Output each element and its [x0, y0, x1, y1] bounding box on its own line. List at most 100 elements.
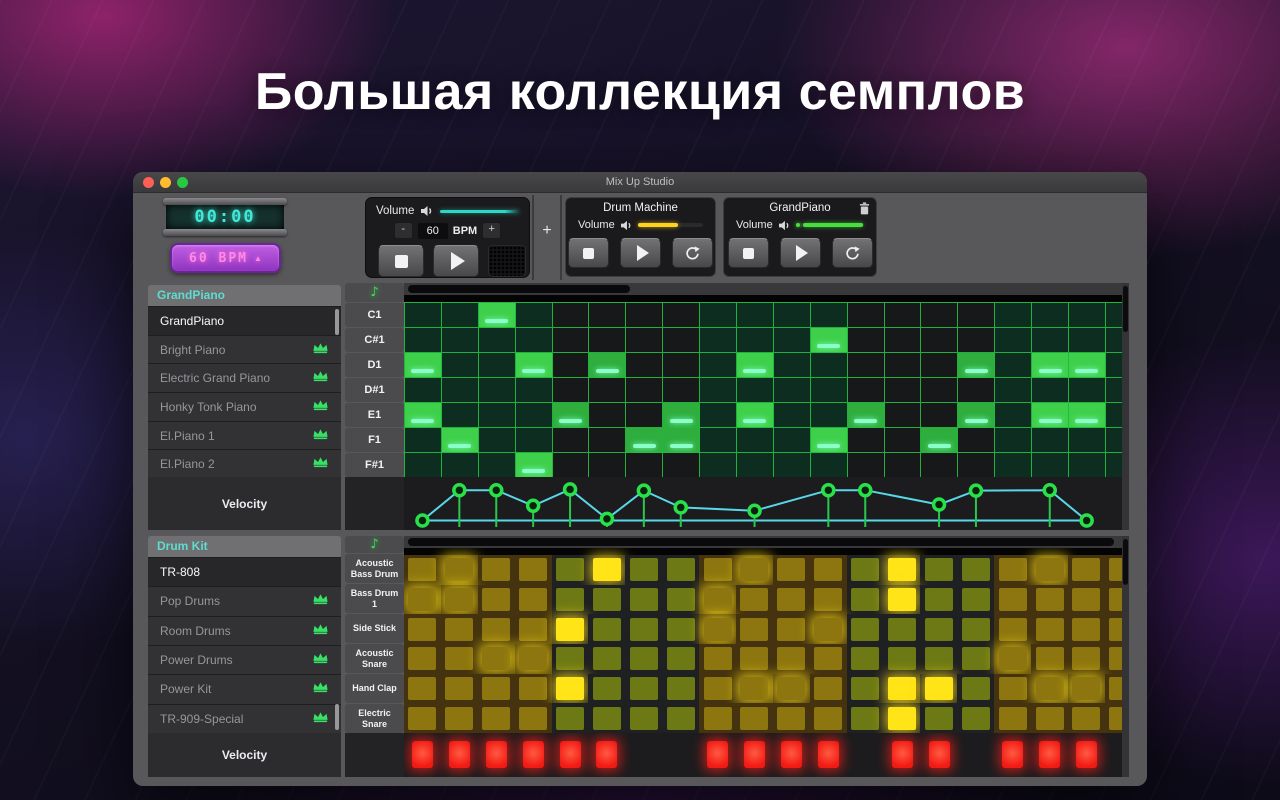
note-cell[interactable] — [478, 453, 516, 478]
note-cell[interactable] — [1105, 453, 1122, 478]
note-cell[interactable] — [810, 378, 848, 403]
list-item-honky-tonk-piano[interactable]: Honky Tonk Piano — [148, 393, 341, 421]
note-cell[interactable] — [737, 453, 774, 478]
note-cell[interactable] — [626, 378, 664, 403]
drum-pad[interactable] — [814, 706, 843, 730]
drum-pad-active[interactable] — [814, 617, 843, 641]
note-cell[interactable] — [441, 403, 479, 428]
drum-pad-active[interactable] — [556, 617, 584, 641]
drum-pad[interactable] — [924, 706, 953, 730]
track-play-button[interactable] — [779, 238, 821, 268]
drum-pad[interactable] — [998, 558, 1027, 582]
drum-pad[interactable] — [519, 558, 548, 582]
drum-pad[interactable] — [851, 677, 880, 701]
note-cell[interactable] — [958, 303, 996, 328]
drum-pad-active[interactable] — [519, 647, 548, 671]
note-cell[interactable] — [478, 378, 516, 403]
note-cell[interactable] — [921, 353, 959, 378]
drum-pad[interactable] — [814, 558, 843, 582]
drum-pad[interactable] — [666, 677, 695, 701]
piano-note[interactable] — [626, 428, 664, 453]
note-cell[interactable] — [1069, 303, 1106, 328]
note-cell[interactable] — [773, 403, 811, 428]
list-item-pop-drums[interactable]: Pop Drums — [148, 587, 341, 616]
note-cell[interactable] — [552, 428, 590, 453]
drum-pad[interactable] — [445, 706, 474, 730]
note-cell[interactable] — [441, 328, 479, 353]
drum-pad[interactable] — [482, 706, 511, 730]
drum-pad[interactable] — [740, 588, 769, 612]
note-cell[interactable] — [847, 378, 885, 403]
note-cell[interactable] — [552, 378, 590, 403]
drum-pad[interactable] — [556, 558, 584, 582]
note-cell[interactable] — [663, 303, 701, 328]
drum-pad[interactable] — [556, 706, 584, 730]
drum-pad[interactable] — [961, 617, 990, 641]
drum-pad[interactable] — [519, 617, 548, 641]
zoom-window-button[interactable] — [177, 176, 188, 188]
drum-pad[interactable] — [1035, 706, 1064, 730]
note-cell[interactable] — [700, 328, 738, 353]
drum-pad[interactable] — [408, 558, 437, 582]
piano-note[interactable] — [958, 353, 996, 378]
note-cell[interactable] — [1032, 428, 1070, 453]
piano-note[interactable] — [478, 303, 516, 328]
note-cell[interactable] — [921, 328, 959, 353]
note-cell[interactable] — [1032, 328, 1070, 353]
drum-pad[interactable] — [777, 588, 806, 612]
note-cell[interactable] — [1105, 403, 1122, 428]
drum-pad[interactable] — [445, 647, 474, 671]
note-cell[interactable] — [478, 353, 516, 378]
velocity-pad-active[interactable] — [411, 741, 433, 768]
drum-pad-active[interactable] — [888, 706, 917, 730]
note-cell[interactable] — [884, 378, 922, 403]
drum-vscroll-thumb[interactable] — [1123, 539, 1128, 585]
piano-note[interactable] — [405, 353, 442, 378]
note-cell[interactable] — [995, 353, 1033, 378]
note-cell[interactable] — [478, 403, 516, 428]
drum-pad-active[interactable] — [445, 588, 474, 612]
drum-pad-active[interactable] — [888, 558, 917, 582]
piano-note[interactable] — [552, 403, 590, 428]
bpm-display-button[interactable]: 60 BPM ▲ — [170, 243, 281, 273]
piano-note[interactable] — [810, 428, 848, 453]
piano-note[interactable] — [515, 353, 553, 378]
piano-velocity-lane[interactable] — [404, 477, 1122, 530]
drum-pad[interactable] — [482, 588, 511, 612]
piano-note[interactable] — [958, 403, 996, 428]
piano-note[interactable] — [810, 328, 848, 353]
drum-pad[interactable] — [888, 617, 917, 641]
note-cell[interactable] — [663, 328, 701, 353]
note-cell[interactable] — [773, 428, 811, 453]
drum-pad-active[interactable] — [924, 677, 953, 701]
drum-pad[interactable] — [851, 558, 880, 582]
note-cell[interactable] — [958, 328, 996, 353]
drum-pad[interactable] — [777, 617, 806, 641]
note-cell[interactable] — [884, 453, 922, 478]
drum-pad[interactable] — [629, 647, 658, 671]
note-cell[interactable] — [995, 378, 1033, 403]
drum-velocity-lane[interactable] — [404, 733, 1122, 777]
drum-pad[interactable] — [851, 706, 880, 730]
list-item-tr-808[interactable]: TR-808 — [148, 558, 341, 587]
velocity-pad-active[interactable] — [522, 741, 544, 768]
add-track-button[interactable]: + — [542, 222, 552, 239]
drum-pad[interactable] — [851, 647, 880, 671]
drum-pad[interactable] — [1072, 588, 1101, 612]
note-cell[interactable] — [847, 353, 885, 378]
velocity-pad-active[interactable] — [817, 741, 839, 768]
piano-note[interactable] — [921, 428, 959, 453]
note-cell[interactable] — [626, 328, 664, 353]
note-cell[interactable] — [700, 428, 738, 453]
note-cell[interactable] — [1105, 303, 1122, 328]
drum-pad[interactable] — [924, 617, 953, 641]
master-volume-slider[interactable] — [440, 209, 519, 213]
note-cell[interactable] — [589, 428, 627, 453]
drum-pad[interactable] — [482, 617, 511, 641]
velocity-pad-active[interactable] — [928, 741, 950, 768]
drum-pad[interactable] — [1109, 617, 1122, 641]
drum-pad[interactable] — [703, 647, 732, 671]
bpm-value[interactable]: 60 — [417, 222, 448, 239]
drum-pad[interactable] — [924, 558, 953, 582]
piano-vscroll-thumb[interactable] — [1123, 286, 1128, 332]
